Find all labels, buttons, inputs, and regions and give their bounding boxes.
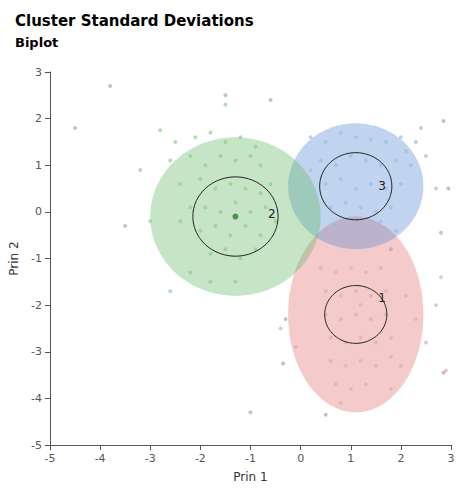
svg-text:2: 2 [268, 207, 276, 221]
svg-text:-1: -1 [31, 252, 42, 265]
svg-text:3: 3 [378, 179, 386, 193]
svg-text:0: 0 [297, 452, 304, 465]
svg-text:3: 3 [448, 452, 455, 465]
svg-text:3: 3 [35, 66, 42, 79]
svg-text:Prin 1: Prin 1 [233, 470, 267, 484]
svg-text:-1: -1 [245, 452, 256, 465]
svg-text:1: 1 [378, 291, 386, 305]
svg-text:-2: -2 [195, 452, 206, 465]
svg-text:Biplot: Biplot [15, 35, 58, 50]
svg-text:1: 1 [35, 159, 42, 172]
svg-text:2: 2 [397, 452, 404, 465]
svg-text:-5: -5 [45, 452, 56, 465]
svg-text:Cluster Standard Deviations: Cluster Standard Deviations [15, 12, 254, 30]
svg-text:1: 1 [347, 452, 354, 465]
svg-text:Prin 2: Prin 2 [7, 241, 21, 275]
svg-text:0: 0 [35, 205, 42, 218]
svg-text:-3: -3 [31, 345, 42, 358]
svg-text:2: 2 [35, 112, 42, 125]
svg-text:-5: -5 [31, 439, 42, 452]
svg-text:-4: -4 [95, 452, 106, 465]
svg-text:-2: -2 [31, 299, 42, 312]
svg-text:-3: -3 [145, 452, 156, 465]
svg-text:-4: -4 [31, 392, 42, 405]
